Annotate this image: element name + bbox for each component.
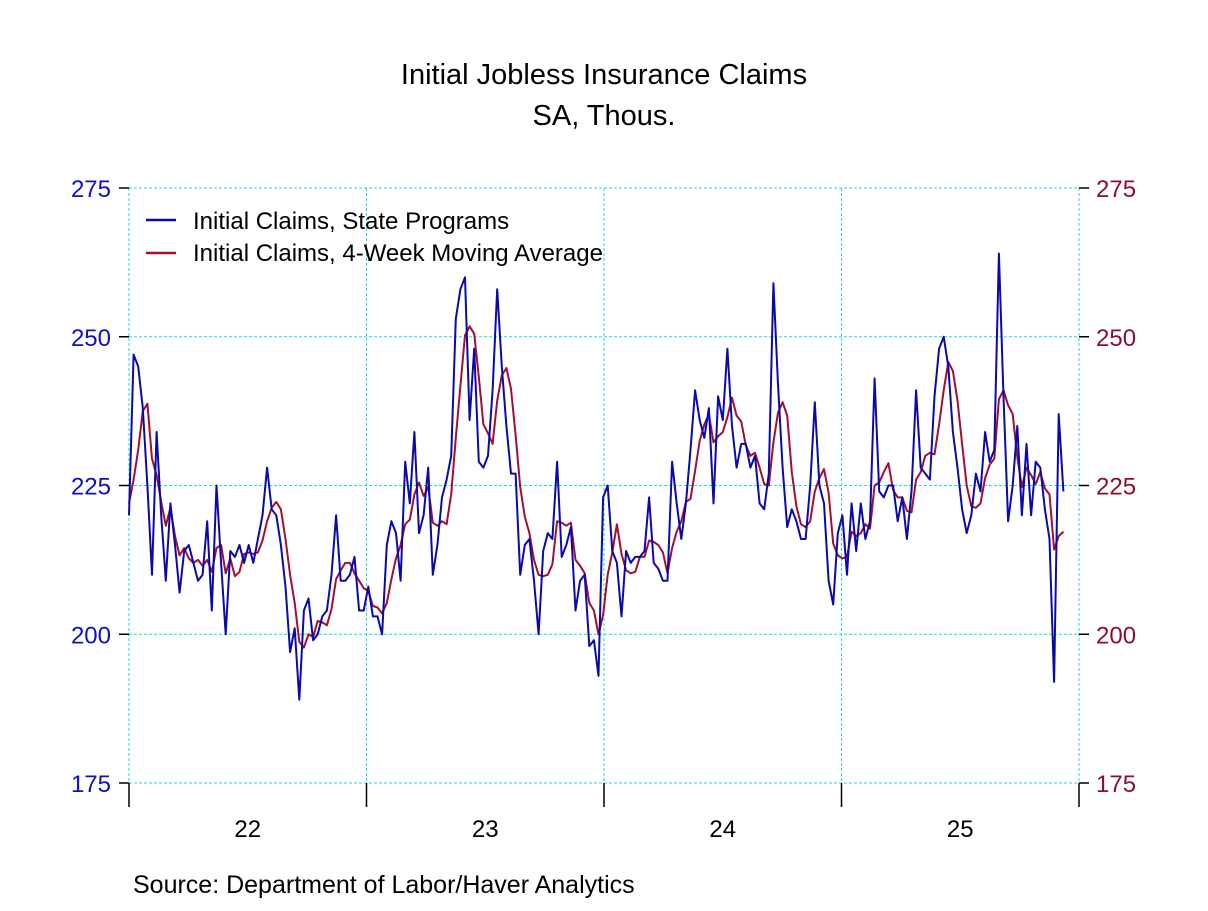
chart-title: Initial Jobless Insurance Claims [401,59,807,91]
series-line-initial-claims [128,252,1065,701]
y-tick-label-left: 250 [71,325,111,352]
series-line-moving-average [128,325,1065,649]
y-tick-label-right: 275 [1096,176,1136,203]
y-tick-label-right: 200 [1096,622,1136,649]
legend-label-claims: Initial Claims, State Programs [193,208,509,235]
x-tick-label: 25 [947,816,974,843]
x-tick-label: 22 [234,816,261,843]
y-tick-label-right: 175 [1096,771,1136,798]
y-tick-label-left: 275 [71,176,111,203]
y-tick-label-left: 200 [71,622,111,649]
legend: Initial Claims, State Programs Initial C… [146,208,603,267]
axes: 175 175 200 200 225 225 250 250 275 275 22 23 24 25 [71,176,1136,843]
source-note: Source: Department of Labor/Haver Analyt… [133,871,635,899]
y-tick-label-right: 225 [1096,474,1136,501]
legend-label-moving-average: Initial Claims, 4-Week Moving Average [193,240,603,267]
series-lines [128,252,1065,701]
grid [128,187,1080,784]
y-tick-label-left: 175 [71,771,111,798]
x-tick-label: 24 [709,816,736,843]
y-tick-label-right: 250 [1096,325,1136,352]
chart-subtitle: SA, Thous. [533,100,676,132]
y-tick-label-left: 225 [71,474,111,501]
x-tick-label: 23 [472,816,499,843]
